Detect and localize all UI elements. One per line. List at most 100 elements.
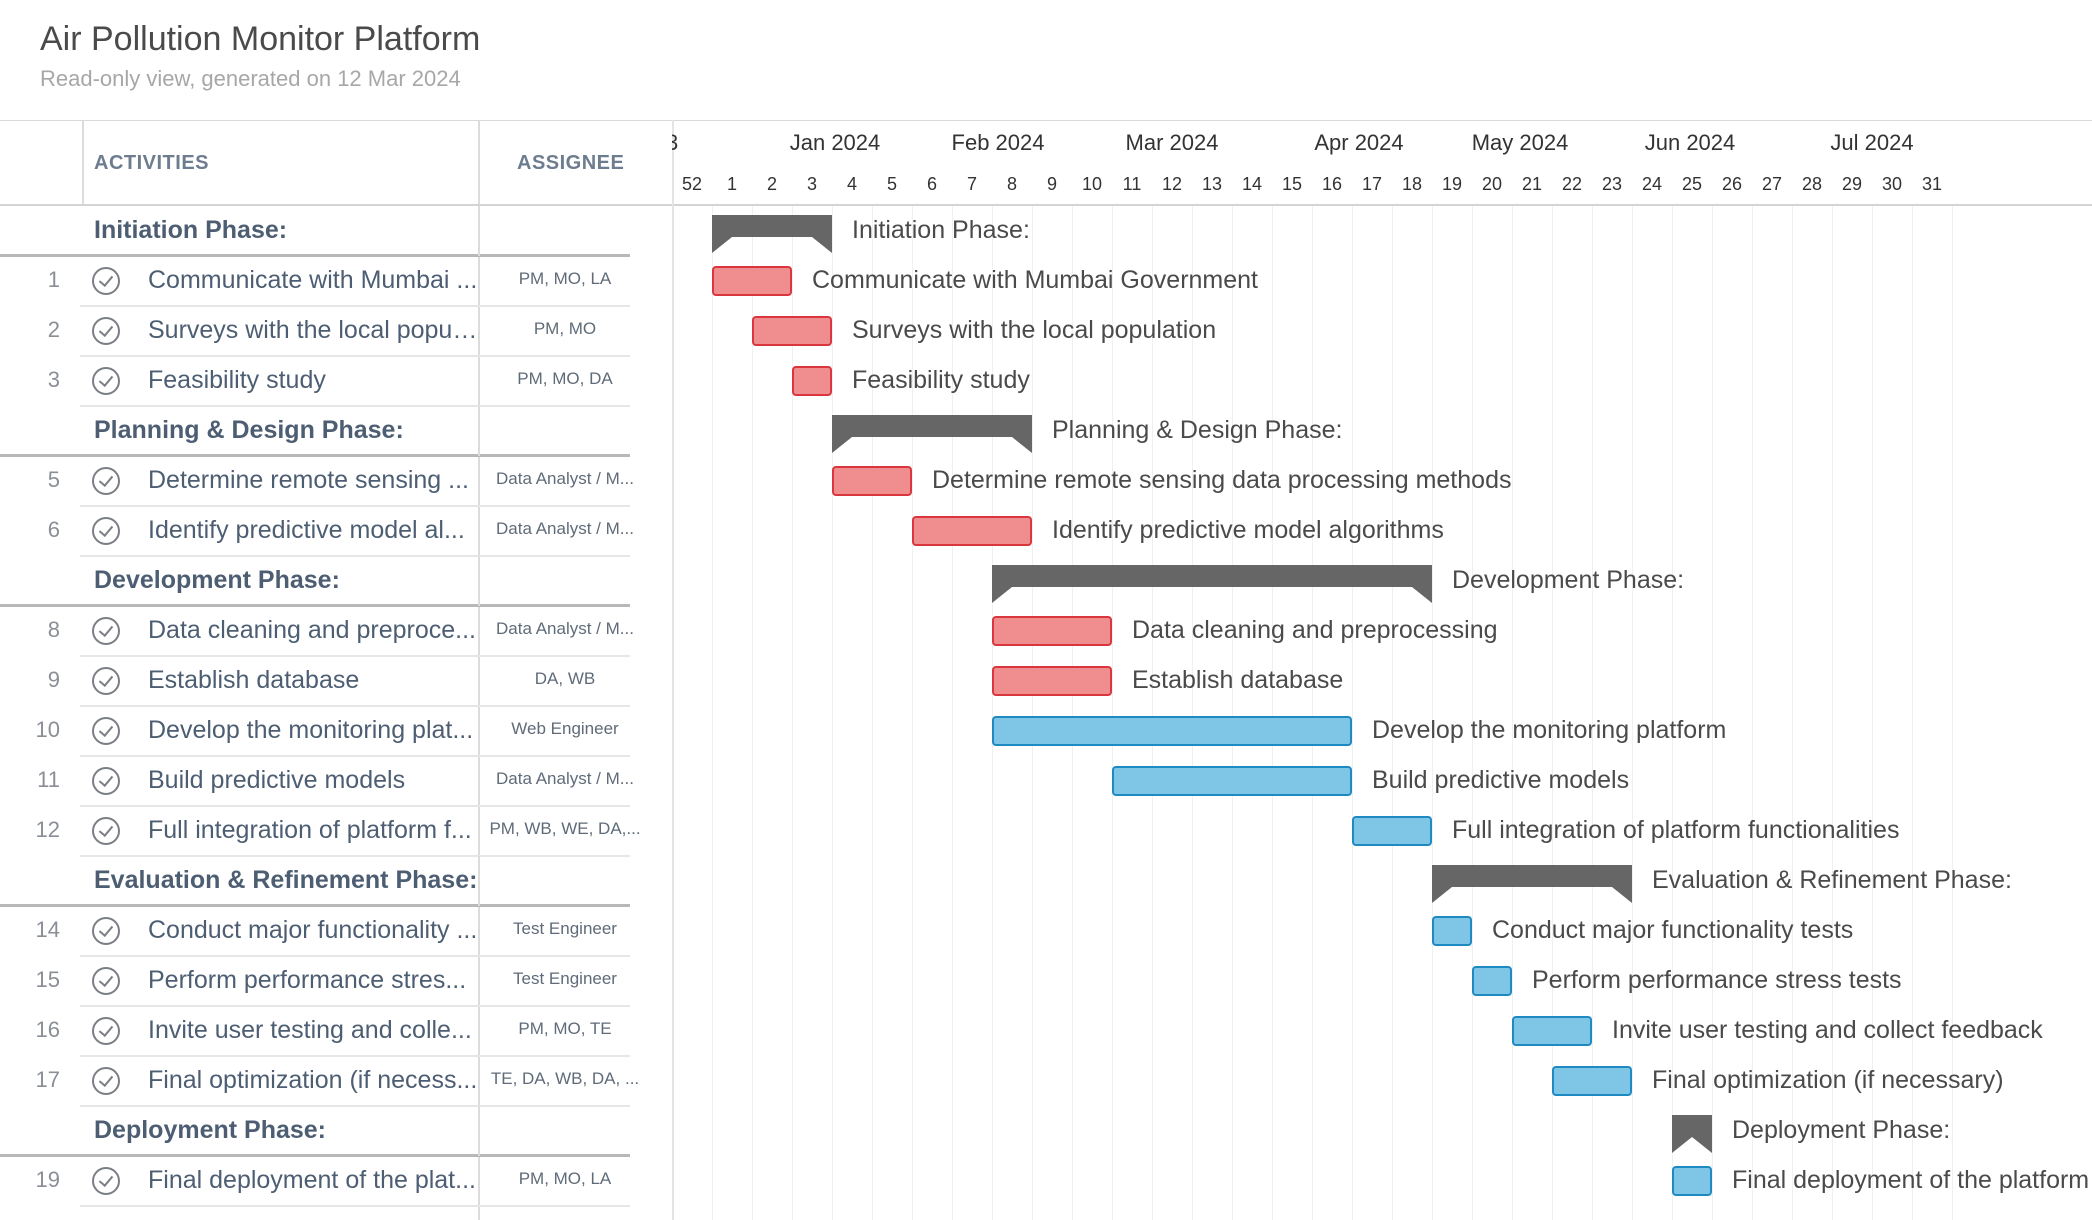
task-name[interactable]: Surveys with the local popul... bbox=[148, 316, 478, 344]
grid-line bbox=[1312, 206, 1313, 1220]
check-circle-icon[interactable] bbox=[92, 967, 120, 995]
bar-label: Build predictive models bbox=[1372, 766, 1630, 794]
week-label: 19 bbox=[1441, 174, 1463, 194]
bar-label: Identify predictive model algorithms bbox=[1052, 516, 1444, 544]
week-label: 18 bbox=[1401, 174, 1423, 194]
check-circle-icon[interactable] bbox=[92, 817, 120, 845]
week-label: 21 bbox=[1521, 174, 1543, 194]
check-circle-icon[interactable] bbox=[92, 1067, 120, 1095]
task-name[interactable]: Identify predictive model al... bbox=[148, 516, 465, 544]
month-label: Jul 2024 bbox=[1830, 130, 1914, 155]
row-number: 6 bbox=[47, 517, 60, 542]
task-assignee: Data Analyst / M... bbox=[496, 469, 634, 488]
column-divider bbox=[478, 121, 480, 1220]
task-bar[interactable] bbox=[912, 516, 1032, 546]
task-name[interactable]: Determine remote sensing ... bbox=[148, 466, 469, 494]
week-label: 1 bbox=[726, 174, 738, 194]
task-name[interactable]: Perform performance stres... bbox=[148, 966, 467, 994]
task-bar[interactable] bbox=[1672, 1166, 1712, 1196]
check-circle-icon[interactable] bbox=[92, 767, 120, 795]
check-circle-icon[interactable] bbox=[92, 317, 120, 345]
week-label: 31 bbox=[1921, 174, 1943, 194]
task-bar[interactable] bbox=[792, 366, 832, 396]
month-label: Mar 2024 bbox=[1125, 130, 1219, 155]
task-name[interactable]: Final optimization (if necess... bbox=[148, 1066, 478, 1094]
bar-label: Communicate with Mumbai Government bbox=[812, 266, 1258, 294]
task-bar[interactable] bbox=[752, 316, 832, 346]
check-circle-icon[interactable] bbox=[92, 717, 120, 745]
phase-separator bbox=[0, 604, 630, 607]
grid-line bbox=[1592, 206, 1593, 1220]
grid-line bbox=[1672, 206, 1673, 1220]
check-circle-icon[interactable] bbox=[92, 667, 120, 695]
activities-column-header[interactable]: ACTIVITIES bbox=[94, 152, 210, 174]
task-name[interactable]: Final deployment of the plat... bbox=[148, 1166, 476, 1194]
page-title: Air Pollution Monitor Platform bbox=[40, 20, 481, 58]
row-number: 9 bbox=[47, 667, 60, 692]
task-name[interactable]: Full integration of platform f... bbox=[148, 816, 472, 844]
task-bar[interactable] bbox=[712, 266, 792, 296]
phase-summary-bar[interactable] bbox=[832, 415, 1032, 453]
phase-separator bbox=[0, 904, 630, 907]
bar-label: Determine remote sensing data processing… bbox=[932, 466, 1512, 494]
row-separator bbox=[80, 505, 630, 507]
column-divider bbox=[478, 206, 480, 256]
phase-summary-bar[interactable] bbox=[1432, 865, 1632, 903]
row-separator bbox=[80, 305, 630, 307]
week-label: 6 bbox=[926, 174, 938, 194]
task-bar[interactable] bbox=[992, 666, 1112, 696]
week-label: 25 bbox=[1681, 174, 1703, 194]
task-bar[interactable] bbox=[832, 466, 912, 496]
task-bar[interactable] bbox=[1432, 916, 1472, 946]
task-name[interactable]: Conduct major functionality ... bbox=[148, 916, 478, 944]
check-circle-icon[interactable] bbox=[92, 1017, 120, 1045]
row-number: 8 bbox=[47, 617, 60, 642]
week-label: 30 bbox=[1881, 174, 1903, 194]
task-bar[interactable] bbox=[992, 716, 1352, 746]
task-name[interactable]: Invite user testing and colle... bbox=[148, 1016, 472, 1044]
phase-summary-bar[interactable] bbox=[992, 565, 1432, 603]
grid-line bbox=[1392, 206, 1393, 1220]
phase-summary-bar[interactable] bbox=[1672, 1115, 1712, 1153]
check-circle-icon[interactable] bbox=[92, 517, 120, 545]
task-name[interactable]: Build predictive models bbox=[148, 766, 406, 794]
grid-line bbox=[1912, 206, 1913, 1220]
task-name[interactable]: Feasibility study bbox=[148, 366, 326, 394]
task-bar[interactable] bbox=[992, 616, 1112, 646]
grid-line bbox=[1352, 206, 1353, 1220]
check-circle-icon[interactable] bbox=[92, 617, 120, 645]
bar-label: Final deployment of the platform bbox=[1732, 1166, 2090, 1194]
task-bar[interactable] bbox=[1472, 966, 1512, 996]
task-name[interactable]: Communicate with Mumbai ... bbox=[148, 266, 478, 294]
task-name[interactable]: Data cleaning and preproce... bbox=[148, 616, 476, 644]
month-label: Apr 2024 bbox=[1314, 130, 1404, 155]
check-circle-icon[interactable] bbox=[92, 367, 120, 395]
week-label: 52 bbox=[681, 174, 703, 194]
task-assignee: DA, WB bbox=[534, 669, 596, 688]
grid-line bbox=[1552, 206, 1553, 1220]
check-circle-icon[interactable] bbox=[92, 917, 120, 945]
row-number: 14 bbox=[35, 917, 60, 942]
task-bar[interactable] bbox=[1512, 1016, 1592, 1046]
task-bar[interactable] bbox=[1352, 816, 1432, 846]
check-circle-icon[interactable] bbox=[92, 467, 120, 495]
check-circle-icon[interactable] bbox=[92, 1167, 120, 1195]
task-name[interactable]: Develop the monitoring plat... bbox=[148, 716, 474, 744]
task-name[interactable]: Establish database bbox=[148, 666, 360, 694]
task-bar[interactable] bbox=[1112, 766, 1352, 796]
check-circle-icon[interactable] bbox=[92, 267, 120, 295]
column-divider bbox=[478, 406, 480, 456]
task-bar[interactable] bbox=[1552, 1066, 1632, 1096]
week-label: 11 bbox=[1122, 174, 1142, 194]
grid-line bbox=[752, 206, 753, 1220]
task-assignee: PM, MO, TE bbox=[518, 1019, 612, 1038]
bar-label: Invite user testing and collect feedback bbox=[1612, 1016, 2043, 1044]
task-assignee: Data Analyst / M... bbox=[496, 619, 634, 638]
month-label: May 2024 bbox=[1471, 130, 1569, 155]
row-separator bbox=[80, 805, 630, 807]
phase-separator bbox=[0, 254, 630, 257]
assignee-column-header[interactable]: ASSIGNEE bbox=[517, 152, 625, 174]
phase-summary-bar[interactable] bbox=[712, 215, 832, 253]
task-assignee: PM, WB, WE, DA,... bbox=[489, 819, 641, 838]
row-separator bbox=[80, 555, 630, 557]
